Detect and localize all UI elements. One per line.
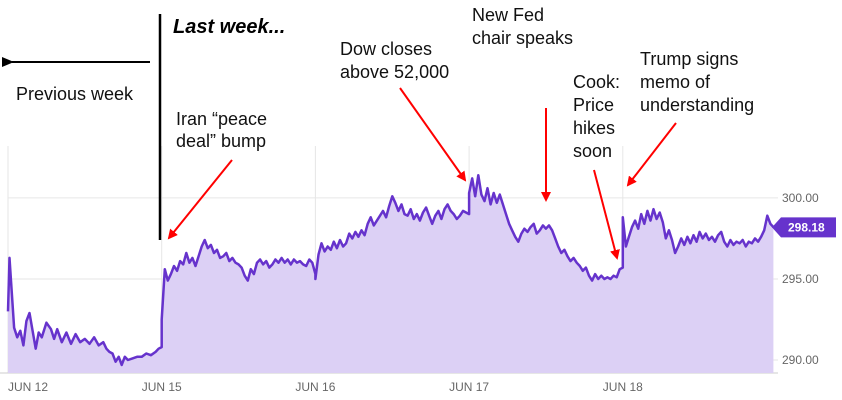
cook-arrow xyxy=(593,169,620,260)
iran-arrow xyxy=(167,159,233,240)
y-tick-label: 290.00 xyxy=(782,353,819,367)
last-week-label: Last week... xyxy=(173,16,285,38)
cook-annotation-line2: Price xyxy=(573,95,614,115)
previous-week-label: Previous week xyxy=(16,84,134,104)
area-layer xyxy=(6,173,775,373)
trump-annotation-line3: understanding xyxy=(640,95,754,115)
current-price-label: 298.18 xyxy=(788,220,825,234)
fed-annotation-line2: chair speaks xyxy=(472,28,573,48)
cook-annotation-line4: soon xyxy=(573,141,612,161)
price-line xyxy=(6,173,775,367)
cook-annotation-line3: hikes xyxy=(573,118,615,138)
x-tick-label: JUN 15 xyxy=(142,380,182,394)
current-price-tag: 298.18 xyxy=(772,217,836,238)
x-tick-label: JUN 18 xyxy=(603,380,643,394)
dow-annotation-line1: Dow closes xyxy=(340,39,432,59)
price-area xyxy=(8,175,774,373)
y-tick-label: 295.00 xyxy=(782,272,819,286)
dow-arrow xyxy=(399,87,467,182)
x-tick-label: JUN 16 xyxy=(295,380,335,394)
fed-annotation-line1: New Fed xyxy=(472,5,544,25)
iran-annotation-line1: Iran “peace xyxy=(176,109,267,129)
trump-arrow xyxy=(626,122,677,187)
price-tag-shape xyxy=(772,217,836,238)
iran-annotation-line2: deal” bump xyxy=(176,131,266,151)
trump-annotation-line1: Trump signs xyxy=(640,49,738,69)
x-tick-label: JUN 12 xyxy=(8,380,48,394)
cook-annotation-line1: Cook: xyxy=(573,72,620,92)
trump-annotation-line2: memo of xyxy=(640,72,711,92)
y-tick-label: 300.00 xyxy=(782,191,819,205)
tick-layer: JUN 12 JUN 15 JUN 16 JUN 17 JUN 18 290.00 295.… xyxy=(8,191,819,394)
x-tick-label: JUN 17 xyxy=(449,380,489,394)
dow-annotation-line2: above 52,000 xyxy=(340,62,449,82)
